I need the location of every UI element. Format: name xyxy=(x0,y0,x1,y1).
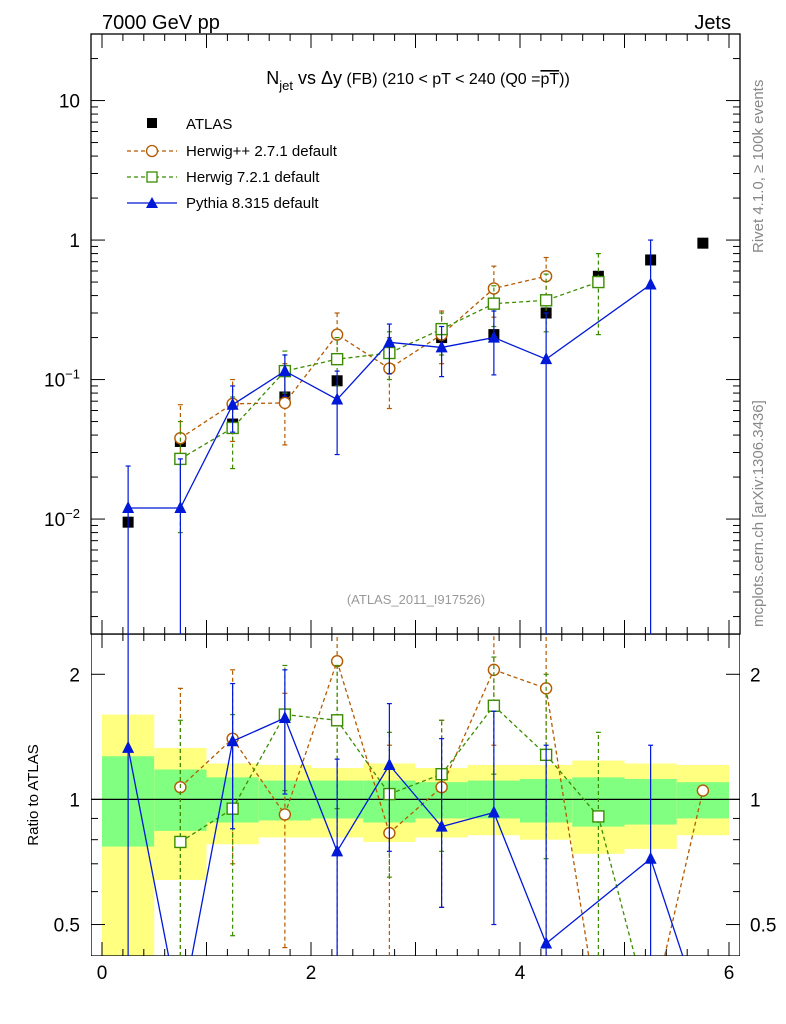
ratio-line-pythia xyxy=(127,747,170,956)
main-point-pythia xyxy=(122,501,135,514)
ratio-point-pythia xyxy=(331,844,344,857)
ratio-y-tick-label-right: 2 xyxy=(750,665,761,686)
ratio-line-pythia xyxy=(284,717,338,852)
main-point-pythia xyxy=(487,330,500,343)
main-point-pythia xyxy=(644,277,657,290)
ratio-line-group-herwig7 xyxy=(180,705,636,956)
legend-label-atlas: ATLAS xyxy=(186,116,232,133)
ratio-point-pythia xyxy=(435,819,448,832)
ratio-line-herwig7 xyxy=(441,705,495,775)
ratio-line-pythia xyxy=(493,812,547,944)
ratio-line-pythia xyxy=(232,717,286,742)
main-point-herwigpp xyxy=(278,396,292,410)
main-point-herwigpp xyxy=(330,328,344,341)
ratio-y-tick-label-left: 2 xyxy=(69,665,80,686)
ratio-panel xyxy=(91,634,740,956)
ratio-line-group-herwigpp xyxy=(179,661,704,956)
ratio-point-pythia xyxy=(122,740,135,753)
header-left: 7000 GeV pp xyxy=(102,12,220,34)
rivet-label: Rivet 4.1.0, ≥ 100k events xyxy=(750,80,767,253)
ratio-line-herwigpp xyxy=(493,669,547,689)
ratio-point-pythia xyxy=(226,734,239,747)
main-point-herwig7 xyxy=(592,275,605,289)
ratio-line-herwigpp xyxy=(179,738,234,788)
main-point-atlas xyxy=(697,237,709,249)
legend-marker-herwigpp xyxy=(145,144,159,158)
main-point-pythia xyxy=(540,352,553,365)
ratio-y-tick-label-right: 1 xyxy=(750,790,761,811)
main-y-tick-label: 10−1 xyxy=(44,367,80,392)
legend-marker-atlas xyxy=(147,118,157,128)
ratio-line-group-pythia xyxy=(127,717,684,956)
ratio-line-herwig7 xyxy=(180,808,233,843)
main-point-herwig7 xyxy=(330,352,344,366)
ratio-point-pythia xyxy=(644,851,657,864)
main-y-tick-label: 1 xyxy=(69,231,80,252)
ratio-line-pythia xyxy=(191,741,234,956)
main-point-herwig7 xyxy=(487,297,501,310)
ratio-line-herwig7 xyxy=(336,719,390,795)
ratio-point-herwigpp xyxy=(696,784,710,797)
ratio-line-herwigpp xyxy=(441,669,495,788)
ratio-line-pythia xyxy=(545,858,652,945)
legend-label-herwig7: Herwig 7.2.1 default xyxy=(186,169,320,186)
ratio-y-tick-label-right: 0.5 xyxy=(750,916,776,937)
main-point-pythia xyxy=(226,397,239,410)
ratio-point-pythia xyxy=(278,710,291,723)
ratio-line-herwig7 xyxy=(493,705,547,756)
ratio-line-herwigpp xyxy=(232,738,286,815)
ratio-point-pythia xyxy=(383,757,396,770)
main-point-herwig7 xyxy=(539,294,553,307)
main-line-pythia xyxy=(128,283,652,509)
ratio-line-pythia xyxy=(650,858,684,956)
main-line-herwigpp xyxy=(180,275,547,439)
legend-marker-pythia xyxy=(146,197,158,208)
header-right: Jets xyxy=(694,12,731,34)
ratio-x-tick-label: 2 xyxy=(306,963,317,984)
ratio-point-pythia xyxy=(487,805,500,818)
legend-label-herwigpp: Herwig++ 2.7.1 default xyxy=(186,143,338,160)
legend-label-pythia: Pythia 8.315 default xyxy=(186,195,319,212)
ratio-point-herwig7 xyxy=(330,714,344,727)
ratio-point-herwig7 xyxy=(592,810,605,823)
main-point-pythia xyxy=(174,501,187,514)
ratio-x-tick-label: 4 xyxy=(515,963,526,984)
ratio-y-tick-label-left: 1 xyxy=(69,790,80,811)
ratio-point-herwigpp xyxy=(278,808,292,821)
legend: ATLAS Herwig++ 2.7.1 default Herwig 7.2.… xyxy=(127,116,338,212)
ratio-x-tick-label: 0 xyxy=(97,963,108,984)
ratio-x-tick-label: 6 xyxy=(724,963,735,984)
ratio-line-pythia xyxy=(441,811,495,828)
ratio-line-herwig7 xyxy=(389,773,442,795)
ratio-line-pythia xyxy=(336,764,390,852)
ratio-axis-labels: 0 2 4 6 0.5 0.5 1 1 2 2 xyxy=(54,665,777,984)
main-point-pythia xyxy=(435,340,448,353)
ratio-y-tick-label-left: 0.5 xyxy=(54,916,80,937)
plot-title: Njet vs Δy (FB) (210 < pT < 240 (Q0 =pT)… xyxy=(266,68,570,93)
main-y-tick-label: 10 xyxy=(59,92,80,113)
main-line-herwig7 xyxy=(180,281,599,460)
ratio-line-pythia xyxy=(388,764,443,828)
main-y-tick-label: 10−2 xyxy=(44,506,80,531)
ratio-point-herwig7 xyxy=(487,699,501,712)
ratio-point-pythia xyxy=(540,936,553,949)
ratio-line-herwig7 xyxy=(284,713,338,721)
legend-marker-herwig7 xyxy=(146,171,158,183)
ratio-line-herwig7 xyxy=(232,714,286,809)
main-point-pythia xyxy=(278,364,291,377)
main-point-pythia xyxy=(331,392,344,405)
main-point-pythia xyxy=(383,335,396,348)
ratio-line-herwigpp xyxy=(336,661,390,834)
ratio-line-herwigpp xyxy=(388,786,443,834)
mcplots-label: mcplots.cern.ch [arXiv:1306.3436] xyxy=(750,400,767,627)
ratio-axis-label: Ratio to ATLAS xyxy=(25,744,42,845)
ratio-line-herwigpp xyxy=(284,661,338,815)
ratio-point-herwig7 xyxy=(174,835,187,849)
analysis-watermark: (ATLAS_2011_I917526) xyxy=(347,592,485,607)
